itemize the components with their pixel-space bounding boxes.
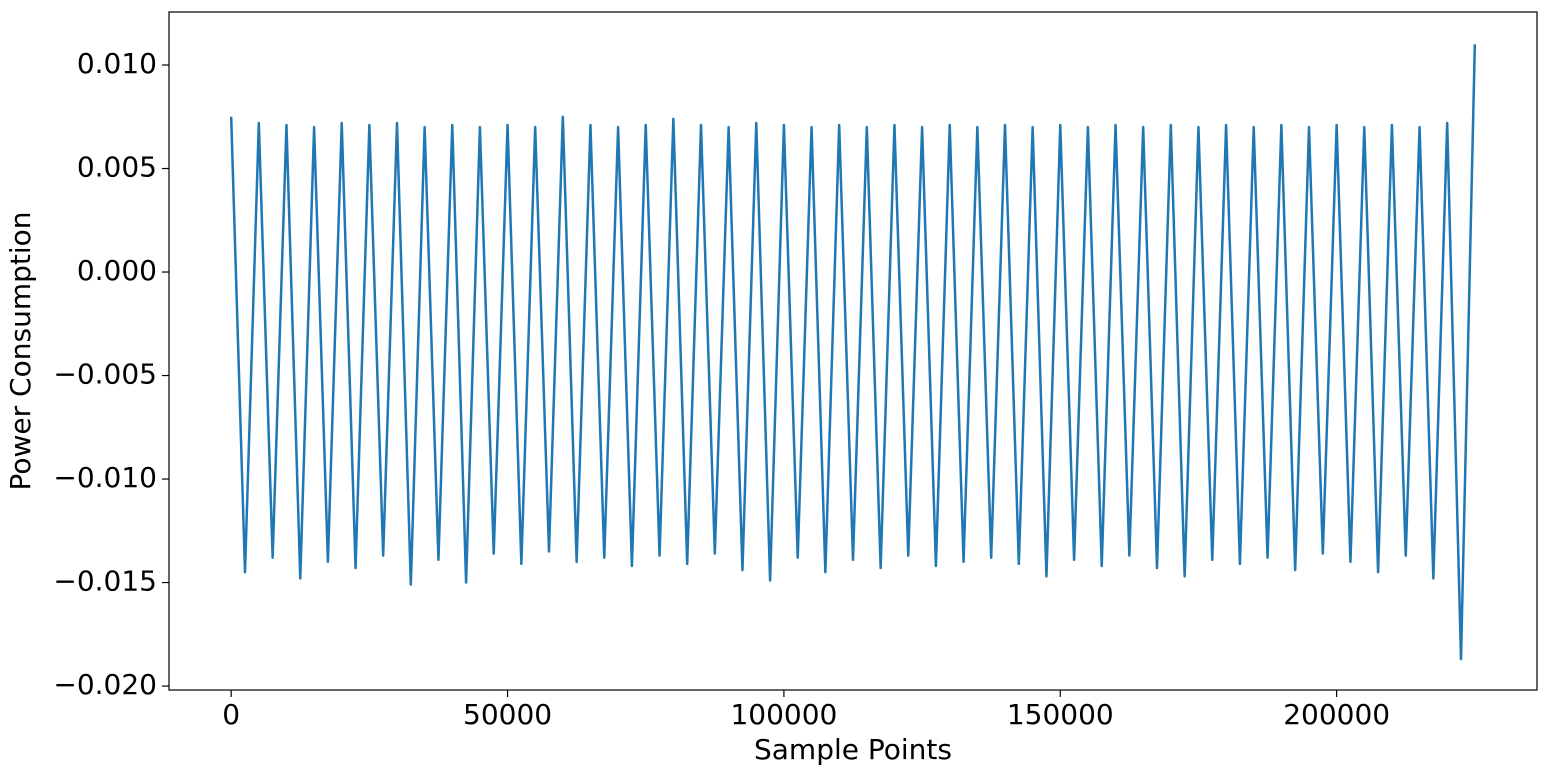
x-tick-label: 150000 — [1007, 698, 1114, 731]
y-tick-label: −0.015 — [53, 565, 157, 598]
x-axis-label: Sample Points — [754, 733, 952, 766]
x-tick-label: 0 — [222, 698, 240, 731]
y-tick-label: −0.020 — [53, 668, 157, 701]
x-tick-label: 50000 — [463, 698, 552, 731]
y-tick-label: −0.010 — [53, 461, 157, 494]
y-tick-label: −0.005 — [53, 358, 157, 391]
y-axis-label: Power Consumption — [4, 211, 37, 490]
x-tick-label: 100000 — [730, 698, 837, 731]
plot-frame — [168, 11, 1538, 691]
y-tick-label: 0.005 — [77, 151, 157, 184]
x-tick-label: 200000 — [1283, 698, 1390, 731]
data-line — [229, 44, 1477, 661]
y-tick-label: 0.010 — [77, 47, 157, 80]
y-tick-label: 0.000 — [77, 254, 157, 287]
